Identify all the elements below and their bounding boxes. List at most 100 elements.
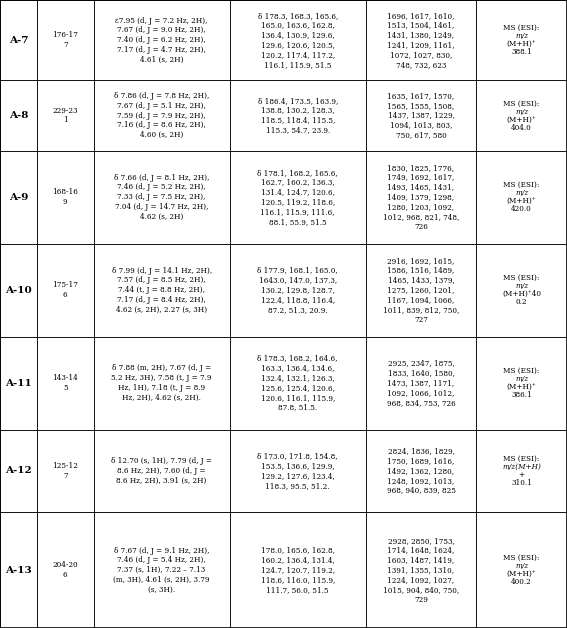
Text: 404.0: 404.0 (511, 124, 532, 132)
Text: (M+H)⁺: (M+H)⁺ (507, 383, 536, 391)
Bar (366, 151, 476, 244)
Bar (94, 151, 230, 244)
Text: MS (ESI):: MS (ESI): (503, 24, 540, 32)
Text: (M+H)⁺: (M+H)⁺ (507, 116, 536, 124)
Text: δ 178.1, 168.2, 165.6,
162.7, 160.2, 136.3,
131.4, 124.7, 120.6,
120.5, 119.2, 1: δ 178.1, 168.2, 165.6, 162.7, 160.2, 136… (257, 169, 338, 225)
Bar (0, 151, 37, 244)
Bar (230, 244, 366, 337)
Text: δ 178.3, 168.2, 164.6,
163.3, 136.4, 134.6,
132.4, 132.1, 126.3,
125.6, 125.4, 1: δ 178.3, 168.2, 164.6, 163.3, 136.4, 134… (257, 355, 338, 411)
Text: 386.1: 386.1 (511, 391, 532, 399)
Bar (366, 80, 476, 151)
Bar (37, 430, 94, 512)
Text: δ 7.67 (d, J = 9.1 Hz, 2H),
7.46 (d, J = 5.4 Hz, 2H),
7.37 (s, 1H), 7.22 – 7.13
: δ 7.67 (d, J = 9.1 Hz, 2H), 7.46 (d, J =… (113, 546, 210, 594)
Text: δ 7.86 (d, J = 7.8 Hz, 2H),
7.67 (d, J = 5.1 Hz, 2H),
7.59 (d, J = 7.9 Hz, 2H),
: δ 7.86 (d, J = 7.8 Hz, 2H), 7.67 (d, J =… (114, 92, 209, 139)
Bar (230, 0, 366, 80)
Text: δ 7.99 (d, J = 14.1 Hz, 2H),
7.57 (d, J = 8.5 Hz, 2H),
7.44 (t, J = 8.8 Hz, 2H),: δ 7.99 (d, J = 14.1 Hz, 2H), 7.57 (d, J … (112, 266, 211, 314)
Text: 229-23
1: 229-23 1 (53, 107, 78, 124)
Bar (94, 337, 230, 430)
Text: 175-17
6: 175-17 6 (52, 281, 78, 299)
Text: 420.0: 420.0 (511, 205, 532, 214)
Text: 2928, 2850, 1753,
1714, 1648, 1624,
1603, 1487, 1419,
1391, 1355, 1310,
1224, 10: 2928, 2850, 1753, 1714, 1648, 1624, 1603… (383, 537, 459, 604)
Bar (0, 430, 37, 512)
Text: A-13: A-13 (5, 566, 32, 575)
Text: 2824, 1836, 1829,
1750, 1689, 1616,
1492, 1362, 1280,
1248, 1092, 1013,
968, 940: 2824, 1836, 1829, 1750, 1689, 1616, 1492… (387, 447, 455, 495)
Bar (476, 430, 567, 512)
Bar (366, 0, 476, 80)
Bar (476, 80, 567, 151)
Text: δ 12.70 (s, 1H), 7.79 (d, J =
8.6 Hz, 2H), 7.60 (d, J =
8.6 Hz, 2H), 3.91 (s, 2H: δ 12.70 (s, 1H), 7.79 (d, J = 8.6 Hz, 2H… (111, 457, 212, 485)
Bar (94, 244, 230, 337)
Text: 1830, 1825, 1776,
1749, 1692, 1617,
1493, 1465, 1431,
1409, 1379, 1298,
1280, 12: 1830, 1825, 1776, 1749, 1692, 1617, 1493… (383, 164, 459, 230)
Text: 143-14
5: 143-14 5 (52, 374, 78, 392)
Bar (366, 244, 476, 337)
Bar (37, 151, 94, 244)
Bar (476, 512, 567, 628)
Text: m/z: m/z (515, 32, 528, 40)
Text: 125-12
7: 125-12 7 (52, 462, 78, 480)
Text: 176-17
7: 176-17 7 (52, 31, 78, 49)
Bar (366, 337, 476, 430)
Bar (366, 512, 476, 628)
Bar (230, 151, 366, 244)
Bar (476, 244, 567, 337)
Text: δ 178.3, 168.3, 165.6,
165.0, 163.6, 162.8,
136.4, 130.9, 129.6,
129.6, 120.6, 1: δ 178.3, 168.3, 165.6, 165.0, 163.6, 162… (257, 12, 338, 68)
Text: 400.2: 400.2 (511, 578, 532, 587)
Text: A-9: A-9 (9, 193, 28, 202)
Text: 0.2: 0.2 (516, 298, 527, 306)
Text: MS (ESI):: MS (ESI): (503, 181, 540, 189)
Text: 2916, 1692, 1615,
1586, 1516, 1489,
1465, 1433, 1379,
1275, 1260, 1201,
1167, 10: 2916, 1692, 1615, 1586, 1516, 1489, 1465… (383, 257, 459, 323)
Text: 168-16
9: 168-16 9 (52, 188, 78, 206)
Bar (230, 80, 366, 151)
Text: m/z(M+H): m/z(M+H) (502, 463, 541, 471)
Text: m/z: m/z (515, 107, 528, 116)
Bar (0, 512, 37, 628)
Text: δ 177.9, 168.1, 165.0,
1643.0, 147.0, 137.3,
130.2, 129.8, 128.7,
122.4, 118.8, : δ 177.9, 168.1, 165.0, 1643.0, 147.0, 13… (257, 266, 338, 314)
Bar (37, 244, 94, 337)
Bar (37, 80, 94, 151)
Bar (476, 337, 567, 430)
Bar (230, 337, 366, 430)
Text: A-11: A-11 (5, 379, 32, 387)
Bar (94, 0, 230, 80)
Text: m/z: m/z (515, 562, 528, 570)
Text: A-8: A-8 (9, 111, 28, 120)
Bar (94, 430, 230, 512)
Text: m/z: m/z (515, 189, 528, 197)
Text: δ 7.88 (m, 2H), 7.67 (d, J =
5.2 Hz, 3H), 7.58 (t, J = 7.9
Hz, 1H), 7.18 (t, J =: δ 7.88 (m, 2H), 7.67 (d, J = 5.2 Hz, 3H)… (111, 364, 212, 402)
Bar (37, 0, 94, 80)
Text: 1635, 1617, 1570,
1565, 1555, 1508,
1437, 1387, 1229,
1094, 1013, 803,
750, 617,: 1635, 1617, 1570, 1565, 1555, 1508, 1437… (387, 92, 455, 139)
Text: δ 7.66 (d, J = 8.1 Hz, 2H),
7.46 (d, J = 5.2 Hz, 2H),
7.33 (d, J = 7.5 Hz, 2H),
: δ 7.66 (d, J = 8.1 Hz, 2H), 7.46 (d, J =… (114, 173, 209, 221)
Text: 204-20
6: 204-20 6 (52, 561, 78, 579)
Text: A-12: A-12 (5, 467, 32, 475)
Bar (0, 0, 37, 80)
Text: m/z: m/z (515, 375, 528, 383)
Text: MS (ESI):: MS (ESI): (503, 274, 540, 282)
Bar (476, 0, 567, 80)
Text: 310.1: 310.1 (511, 479, 532, 487)
Bar (476, 151, 567, 244)
Text: m/z: m/z (515, 282, 528, 290)
Bar (366, 430, 476, 512)
Bar (94, 80, 230, 151)
Text: (M+H)⁺: (M+H)⁺ (507, 197, 536, 205)
Text: (M+H)⁺: (M+H)⁺ (507, 570, 536, 578)
Text: A-10: A-10 (5, 286, 32, 295)
Bar (230, 430, 366, 512)
Text: (M+H)⁺40: (M+H)⁺40 (502, 290, 541, 298)
Bar (0, 244, 37, 337)
Text: δ 186.4, 173.5, 163.9,
138.8, 130.2, 128.3,
118.5, 118.4, 115.5,
115.3, 54.7, 23: δ 186.4, 173.5, 163.9, 138.8, 130.2, 128… (257, 97, 338, 134)
Text: 2925, 2347, 1875,
1833, 1640, 1580,
1473, 1387, 1171,
1092, 1066, 1012,
968, 834: 2925, 2347, 1875, 1833, 1640, 1580, 1473… (387, 359, 455, 407)
Bar (94, 512, 230, 628)
Text: MS (ESI):: MS (ESI): (503, 455, 540, 463)
Text: MS (ESI):: MS (ESI): (503, 99, 540, 107)
Text: MS (ESI):: MS (ESI): (503, 554, 540, 562)
Text: A-7: A-7 (9, 36, 28, 45)
Bar (230, 512, 366, 628)
Text: +: + (519, 471, 524, 479)
Text: 178.0, 165.6, 162.8,
160.2, 136.4, 131.4,
124.7, 120.7, 119.2,
118.6, 116.0, 115: 178.0, 165.6, 162.8, 160.2, 136.4, 131.4… (261, 546, 335, 594)
Bar (37, 337, 94, 430)
Text: 388.1: 388.1 (511, 48, 532, 57)
Text: ε7.95 (d, J = 7.2 Hz, 2H),
7.67 (d, J = 9.0 Hz, 2H),
7.40 (d, J = 6.2 Hz, 2H),
7: ε7.95 (d, J = 7.2 Hz, 2H), 7.67 (d, J = … (116, 16, 208, 64)
Text: (M+H)⁺: (M+H)⁺ (507, 40, 536, 48)
Bar (0, 80, 37, 151)
